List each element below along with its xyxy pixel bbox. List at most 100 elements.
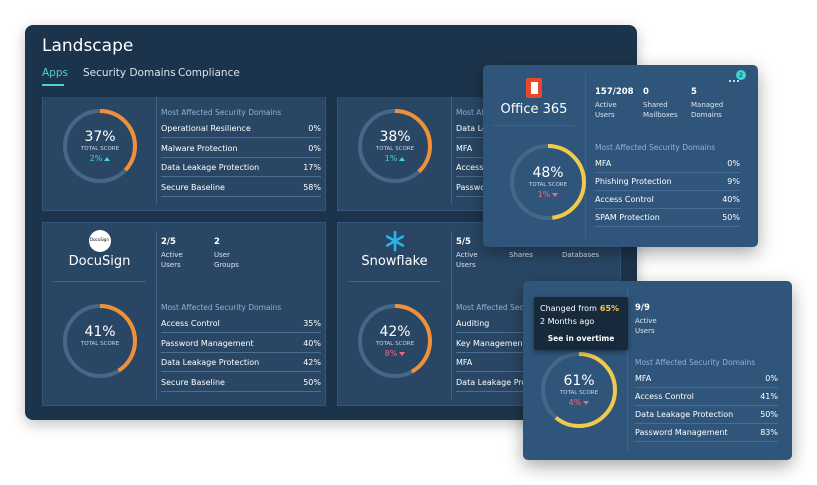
menu-dot[interactable] — [737, 80, 739, 82]
domain-name: Auditing — [456, 319, 490, 328]
domain-value: 50% — [303, 378, 321, 388]
divider — [156, 97, 157, 204]
domain-name: Access Control — [161, 319, 220, 328]
row-divider — [595, 208, 740, 209]
domain-name: Phishing Protection — [595, 177, 672, 186]
score: 38% — [379, 129, 411, 145]
domain-value: 35% — [303, 319, 321, 328]
domain-name: Access Control — [595, 195, 654, 204]
domain-name: Malware Protection — [161, 143, 238, 153]
score-label: TOTAL SCORE — [528, 182, 568, 188]
trend-arrow — [399, 351, 406, 356]
score-delta: 1% — [355, 154, 435, 163]
page-title: Landscape — [42, 36, 134, 56]
tab[interactable]: Security Domains — [83, 67, 176, 79]
score-delta: 8% — [355, 349, 435, 358]
score-arc — [510, 144, 586, 220]
score: 37% — [84, 129, 116, 145]
domains-title: Most Affected Security Domains — [595, 143, 716, 152]
score-label: TOTAL SCORE — [80, 146, 120, 152]
row-divider — [161, 156, 321, 158]
stat-value: 0 — [643, 87, 649, 97]
divider — [451, 231, 452, 399]
tooltip-label: Changed from — [540, 304, 597, 313]
row-divider — [161, 391, 321, 393]
domains-title: Most Affected Security Domains — [456, 303, 577, 312]
delta-value: 8% — [384, 349, 398, 358]
tab-underline — [42, 84, 64, 86]
domains-title: Most Affected Security Domains — [635, 358, 756, 367]
domain-name: Data Leakage Protection — [635, 410, 734, 419]
delta-value: 4% — [568, 398, 582, 407]
score-label: TOTAL SCORE — [80, 341, 120, 347]
tab[interactable]: Apps — [42, 67, 68, 79]
divider — [585, 73, 586, 239]
menu-dot[interactable] — [733, 80, 735, 82]
score-ring — [358, 109, 432, 183]
domain-value: 9% — [727, 177, 740, 186]
logo — [531, 82, 538, 94]
score: 41% — [84, 324, 116, 340]
tooltip-link[interactable]: See in overtime — [547, 334, 615, 343]
domain-value: 50% — [760, 410, 778, 419]
row-divider — [635, 405, 778, 406]
logo: DocuSign — [88, 230, 111, 252]
score-label: TOTAL SCORE — [375, 341, 415, 347]
stat-label: Active Users — [456, 251, 478, 269]
score-label: TOTAL SCORE — [375, 146, 415, 152]
domain-name: SPAM Protection — [595, 213, 660, 222]
divider — [627, 289, 628, 452]
delta-value: 1% — [384, 154, 398, 163]
score-arc — [63, 304, 137, 378]
score-ring — [63, 304, 137, 378]
row-divider — [635, 387, 778, 388]
tooltip-time: 2 Months ago — [540, 317, 595, 326]
stat-label: Active Users — [635, 317, 657, 335]
stat-value: 2/5 — [161, 237, 176, 247]
domain-value: 17% — [303, 163, 321, 173]
trend-arrow — [552, 192, 559, 197]
divider — [53, 281, 146, 282]
delta-value: 1% — [537, 190, 551, 199]
menu-dot[interactable] — [729, 80, 731, 82]
row-divider — [595, 190, 740, 191]
score-arc — [358, 109, 432, 183]
domain-name: Data Leakage Protection — [161, 358, 260, 368]
tab[interactable]: Compliance — [178, 67, 240, 79]
stat-value: 9/9 — [635, 303, 650, 313]
popup-card: Office 365 48% TOTAL SCORE 1% 157/208 Active … — [483, 65, 758, 247]
domain-name: MFA — [595, 159, 612, 168]
trend-arrow — [583, 400, 590, 405]
stat-label: Active Users — [595, 101, 617, 119]
domain-value: 0% — [308, 143, 321, 153]
score-ring — [63, 109, 137, 183]
app-card: 37% TOTAL SCORE 2% Most Affected Security D… — [42, 97, 326, 211]
popup-card: 61% TOTAL SCORE 4% 9/9 Active Users Most Affe… — [523, 281, 792, 460]
domain-name: MFA — [456, 358, 473, 368]
domains-title: Most Affected Security Domains — [161, 303, 282, 312]
app-name: DocuSign — [68, 254, 131, 269]
app-card: DocuSign DocuSign 41% TOTAL SCORE 2/5 Active … — [42, 222, 326, 406]
row-divider — [161, 196, 321, 198]
row-divider — [595, 226, 740, 227]
domain-value: 83% — [760, 428, 778, 437]
score: 48% — [532, 165, 564, 181]
delta-value: 2% — [89, 154, 103, 163]
stat-label: Active Users — [161, 251, 183, 269]
logo-stroke — [385, 235, 404, 247]
domain-name: MFA — [635, 374, 652, 383]
stat-value: 2 — [214, 237, 220, 247]
stat-value: 5 — [691, 87, 697, 97]
trend-arrow — [399, 156, 406, 161]
domain-value: 40% — [303, 338, 321, 348]
stat-value: 157/208 — [595, 87, 634, 97]
trend-arrow — [104, 156, 111, 161]
domain-name: MFA — [456, 143, 473, 153]
score-delta: 1% — [508, 190, 588, 199]
domain-name: Operational Resilience — [161, 124, 251, 133]
score-delta: 4% — [539, 398, 619, 407]
stat-label: Shared Mailboxes — [643, 101, 678, 119]
domain-name: Password Management — [635, 428, 728, 437]
domain-value: 58% — [303, 183, 321, 193]
